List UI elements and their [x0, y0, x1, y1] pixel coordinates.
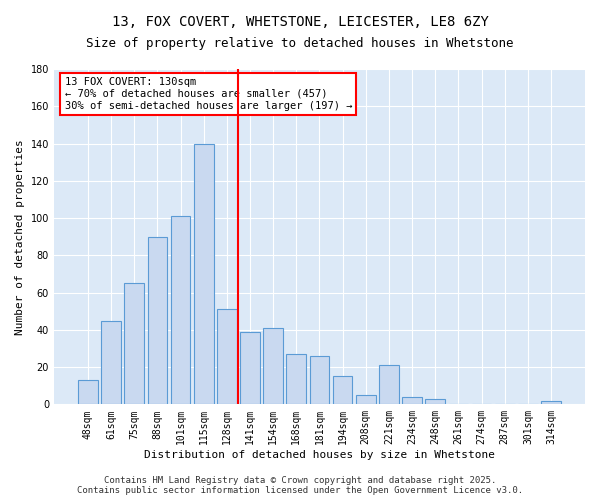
- Bar: [217, 310, 236, 404]
- Bar: [148, 236, 167, 404]
- Bar: [78, 380, 98, 404]
- Text: Contains HM Land Registry data © Crown copyright and database right 2025.
Contai: Contains HM Land Registry data © Crown c…: [77, 476, 523, 495]
- Bar: [356, 395, 376, 404]
- Bar: [402, 397, 422, 404]
- Text: 13, FOX COVERT, WHETSTONE, LEICESTER, LE8 6ZY: 13, FOX COVERT, WHETSTONE, LEICESTER, LE…: [112, 15, 488, 29]
- X-axis label: Distribution of detached houses by size in Whetstone: Distribution of detached houses by size …: [144, 450, 495, 460]
- Bar: [194, 144, 214, 404]
- Bar: [124, 283, 144, 405]
- Bar: [310, 356, 329, 405]
- Bar: [263, 328, 283, 404]
- Text: 13 FOX COVERT: 130sqm
← 70% of detached houses are smaller (457)
30% of semi-det: 13 FOX COVERT: 130sqm ← 70% of detached …: [65, 78, 352, 110]
- Bar: [379, 365, 399, 405]
- Bar: [541, 400, 561, 404]
- Bar: [101, 320, 121, 404]
- Bar: [170, 216, 190, 404]
- Y-axis label: Number of detached properties: Number of detached properties: [15, 139, 25, 334]
- Bar: [286, 354, 306, 405]
- Bar: [425, 398, 445, 404]
- Text: Size of property relative to detached houses in Whetstone: Size of property relative to detached ho…: [86, 38, 514, 51]
- Bar: [240, 332, 260, 404]
- Bar: [333, 376, 352, 404]
